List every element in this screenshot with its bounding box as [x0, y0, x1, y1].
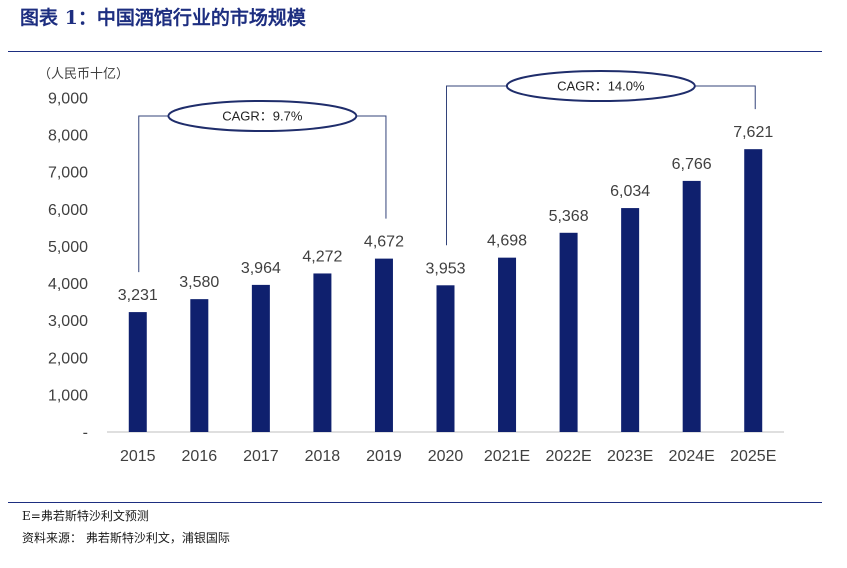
x-tick-label-2025e: 2025E [730, 448, 776, 465]
y-tick-label: 2,000 [48, 350, 88, 367]
footer-divider [8, 502, 822, 503]
bar-2015 [128, 312, 147, 432]
x-tick-label-2021e: 2021E [484, 448, 530, 465]
y-tick-label: 1,000 [48, 387, 88, 404]
data-label-2018: 4,272 [302, 248, 342, 265]
x-tick-label-2024e: 2024E [669, 448, 715, 465]
cagr-ellipse [167, 100, 358, 132]
x-tick-label-2018: 2018 [305, 448, 341, 465]
data-label-2015: 3,231 [118, 287, 158, 304]
data-label-2023e: 6,034 [610, 183, 650, 200]
cagr-bracket-right [694, 85, 756, 110]
data-label-2024e: 6,766 [672, 156, 712, 173]
y-axis-unit-label: （人民币十亿） [38, 66, 129, 81]
cagr-bracket-right [356, 115, 387, 219]
y-tick-label: 8,000 [48, 128, 88, 145]
cagr-label: CAGR：14.0% [557, 79, 645, 94]
x-tick-label-2019: 2019 [366, 448, 402, 465]
data-label-2021e: 4,698 [487, 233, 527, 250]
bar-2018 [313, 273, 332, 432]
bar-2022e [559, 232, 578, 432]
bar-2020 [436, 285, 455, 432]
bar-2019 [374, 258, 393, 432]
figure-title: 图表 1：中国酒馆行业的市场规模 [20, 7, 306, 29]
bar-2016 [190, 299, 209, 432]
y-tick-label: 4,000 [48, 276, 88, 293]
y-tick-label: 3,000 [48, 313, 88, 330]
bar-2023e [621, 208, 640, 432]
bar-2024e [682, 180, 701, 432]
bar-2017 [251, 284, 270, 432]
y-tick-label: 9,000 [48, 91, 88, 108]
cagr-bracket-left [138, 115, 169, 273]
x-tick-label-2015: 2015 [120, 448, 156, 465]
cagr-label: CAGR：9.7% [222, 109, 303, 124]
bar-2025e [744, 149, 763, 433]
data-label-2020: 3,953 [425, 260, 465, 277]
data-label-2016: 3,580 [179, 274, 219, 291]
x-tick-label-2017: 2017 [243, 448, 279, 465]
data-label-2022e: 5,368 [549, 208, 589, 225]
y-tick-label: 7,000 [48, 165, 88, 182]
data-label-2025e: 7,621 [733, 124, 773, 141]
y-tick-label: 5,000 [48, 239, 88, 256]
y-tick-label: 6,000 [48, 202, 88, 219]
bar-2021e [498, 257, 517, 432]
x-tick-label-2020: 2020 [428, 448, 464, 465]
x-tick-label-2022e: 2022E [545, 448, 591, 465]
cagr-ellipse [505, 70, 696, 102]
data-label-2017: 3,964 [241, 260, 281, 277]
x-tick-label-2023e: 2023E [607, 448, 653, 465]
cagr-bracket-left [446, 85, 507, 246]
x-tick-label-2016: 2016 [182, 448, 218, 465]
y-tick-label: - [83, 425, 88, 442]
data-label-2019: 4,672 [364, 234, 404, 251]
source-note: 资料来源： 弗若斯特沙利文，浦银国际 [22, 531, 230, 545]
title-divider [8, 51, 822, 52]
forecast-note: E=弗若斯特沙利文预测 [22, 509, 149, 523]
